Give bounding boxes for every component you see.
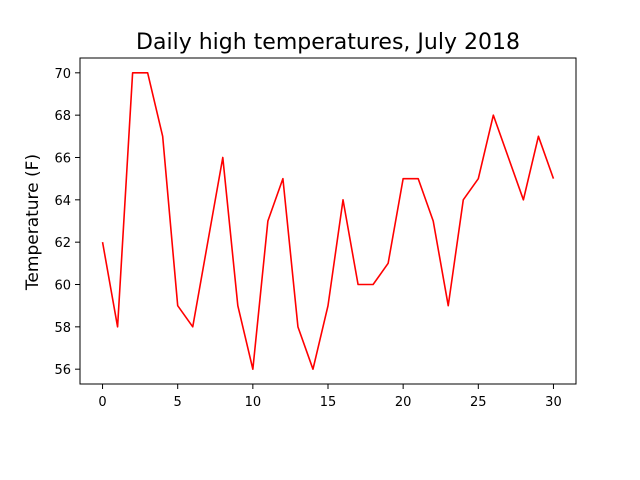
y-tick-label: 70 (54, 67, 71, 82)
chart-title: Daily high temperatures, July 2018 (136, 30, 520, 55)
ticks-layer: 0 5 10 15 20 25 30 56 58 60 62 64 66 68 70 (54, 67, 561, 410)
x-tick-label: 0 (98, 395, 106, 410)
y-tick-label: 58 (54, 321, 71, 336)
y-tick-label: 68 (54, 109, 71, 124)
x-tick-label: 30 (545, 395, 562, 410)
series-layer (101, 72, 555, 370)
y-tick-label: 62 (54, 236, 71, 251)
y-tick-label: 66 (54, 151, 71, 166)
x-tick-label: 5 (174, 395, 182, 410)
x-tick-label: 20 (395, 395, 412, 410)
y-tick-label: 64 (54, 194, 71, 209)
x-tick-label: 25 (470, 395, 487, 410)
plot-frame (79, 57, 577, 385)
y-tick-label: 60 (54, 279, 71, 294)
x-tick-label: 15 (320, 395, 337, 410)
series-line-1 (101, 72, 555, 370)
y-tick-label: 56 (54, 363, 71, 378)
x-tick-label: 10 (245, 395, 262, 410)
y-axis-label: Temperature (F) (23, 154, 43, 291)
